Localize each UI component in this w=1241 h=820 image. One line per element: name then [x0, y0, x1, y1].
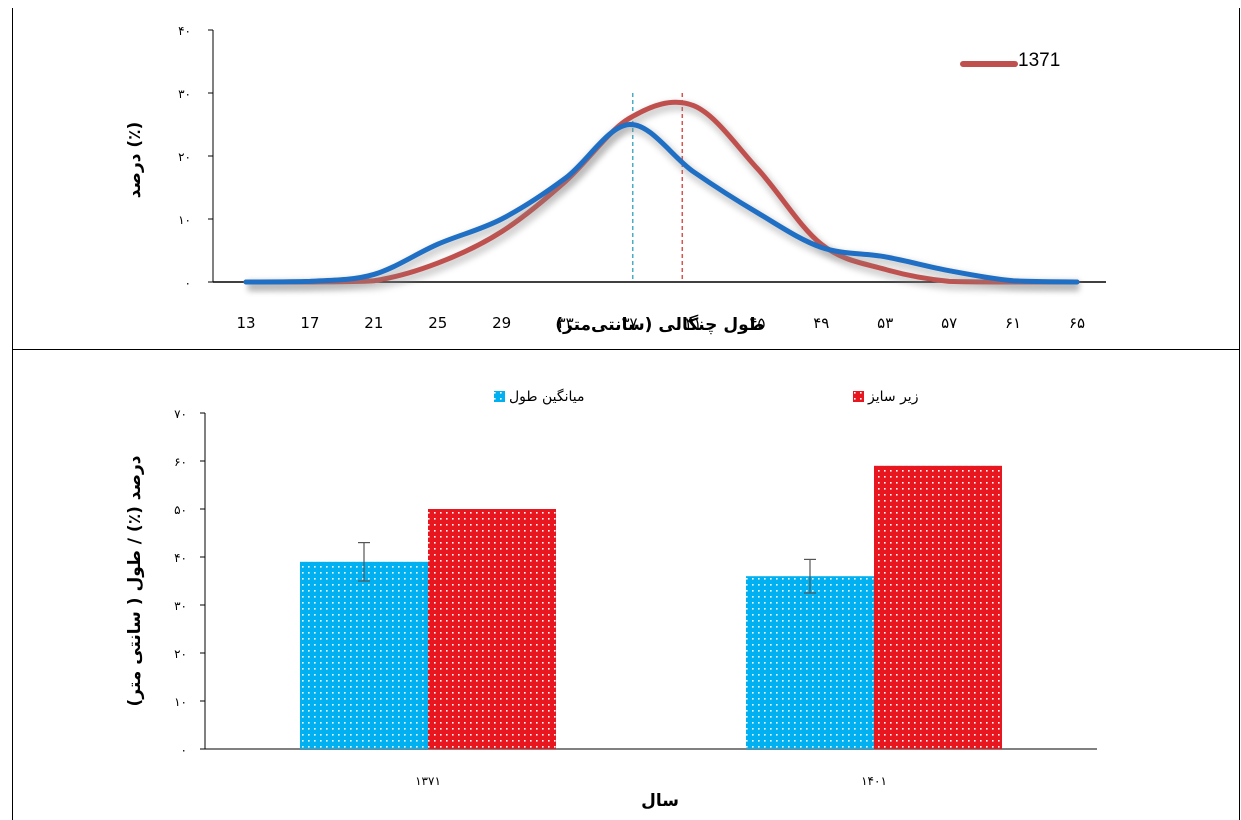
x-tick-label: ۳۷ [621, 314, 637, 332]
line-chart-legend: 1371 [960, 50, 1060, 71]
legend-label-1371: 1371 [1018, 50, 1060, 71]
x-tick-label: 29 [492, 314, 511, 332]
y-tick-label: ۷۰ [174, 407, 187, 421]
x-tick-label: ۵۳ [877, 314, 893, 332]
bar-chart-legend: میانگین طول زیر سایز [494, 388, 918, 405]
line-chart-y-ticks: ۰ ۱۰ ۲۰ ۳۰ ۴۰ [178, 24, 213, 290]
y-tick-label: ۳۰ [174, 599, 187, 613]
line-chart-y-axis-title: درصد (٪) [125, 122, 145, 199]
bar-mean-length [300, 561, 428, 749]
x-tick-label: ۱۳۷۱ [415, 774, 441, 788]
y-tick-label: ۶۰ [174, 455, 187, 469]
y-tick-label: ۳۰ [178, 87, 191, 101]
legend-swatch-mean-length [494, 391, 505, 402]
bar-chart: ۰ ۱۰ ۲۰ ۳۰ ۴۰ ۵۰ ۶۰ ۷۰ ۱۳۷۱ ۱۴۰۱ درصد (٪) / طول … [125, 388, 1097, 811]
x-tick-label: 25 [428, 314, 447, 332]
y-tick-label: ۰ [185, 276, 191, 290]
y-tick-label: ۰ [181, 743, 187, 757]
y-tick-label: ۴۰ [174, 551, 187, 565]
x-tick-label: ۴۵ [749, 314, 765, 332]
bar-chart-bars [300, 465, 1002, 749]
x-tick-label: ۴۹ [813, 314, 829, 332]
bar-undersize [428, 509, 556, 749]
x-tick-label: 21 [364, 314, 383, 332]
bar-chart-y-ticks: ۰ ۱۰ ۲۰ ۳۰ ۴۰ ۵۰ ۶۰ ۷۰ [174, 407, 205, 757]
error-bar [358, 541, 370, 582]
x-tick-label: ۶۵ [1069, 314, 1085, 332]
bottom-panel-border [12, 349, 1240, 820]
bar-mean-length [746, 576, 874, 749]
legend-swatch-undersize [853, 391, 864, 402]
error-bar [804, 558, 816, 594]
y-tick-label: ۱۰ [174, 695, 187, 709]
legend-label-mean-length: میانگین طول [509, 388, 585, 405]
bar-chart-x-ticks: ۱۳۷۱ ۱۴۰۱ [415, 774, 887, 788]
bar-chart-y-axis-title: درصد (٪) / طول ( سانتی متر) [125, 455, 145, 706]
line-chart: ۰ ۱۰ ۲۰ ۳۰ ۴۰ 13 17 21 25 29 ۳۳ ۳۷ ۴۱ ۴۵ ۴۹ ۵۳ ۵۷ ۶۱ ۶۵ د… [125, 24, 1106, 335]
line-chart-x-axis-title: طول چنگالی (سانتی‌متر) [555, 314, 765, 335]
y-tick-label: ۱۰ [178, 213, 191, 227]
series-shadow [247, 101, 1079, 291]
x-tick-label: 17 [300, 314, 319, 332]
x-tick-label: ۶۱ [1005, 314, 1021, 332]
line-chart-x-ticks: 13 17 21 25 29 ۳۳ ۳۷ ۴۱ ۴۵ ۴۹ ۵۳ ۵۷ ۶۱ ۶۵ [236, 314, 1085, 332]
y-tick-label: ۵۰ [174, 503, 187, 517]
series-line-2 [243, 121, 1080, 285]
series-line-1371 [243, 99, 1080, 285]
y-tick-label: ۲۰ [178, 150, 191, 164]
line-chart-series [243, 99, 1080, 291]
y-tick-label: ۴۰ [178, 24, 191, 38]
x-tick-label: 13 [236, 314, 255, 332]
x-tick-label: ۱۴۰۱ [861, 774, 887, 788]
bar-undersize [874, 465, 1002, 749]
x-tick-label: ۵۷ [941, 314, 957, 332]
x-tick-label: ۴۱ [685, 314, 701, 332]
line-chart-axes [212, 30, 1106, 283]
x-tick-label: ۳۳ [558, 314, 574, 332]
y-tick-label: ۲۰ [174, 647, 187, 661]
legend-label-undersize: زیر سایز [867, 389, 918, 405]
series-shadow [247, 123, 1080, 291]
bar-chart-x-axis-title: سال [641, 791, 679, 811]
